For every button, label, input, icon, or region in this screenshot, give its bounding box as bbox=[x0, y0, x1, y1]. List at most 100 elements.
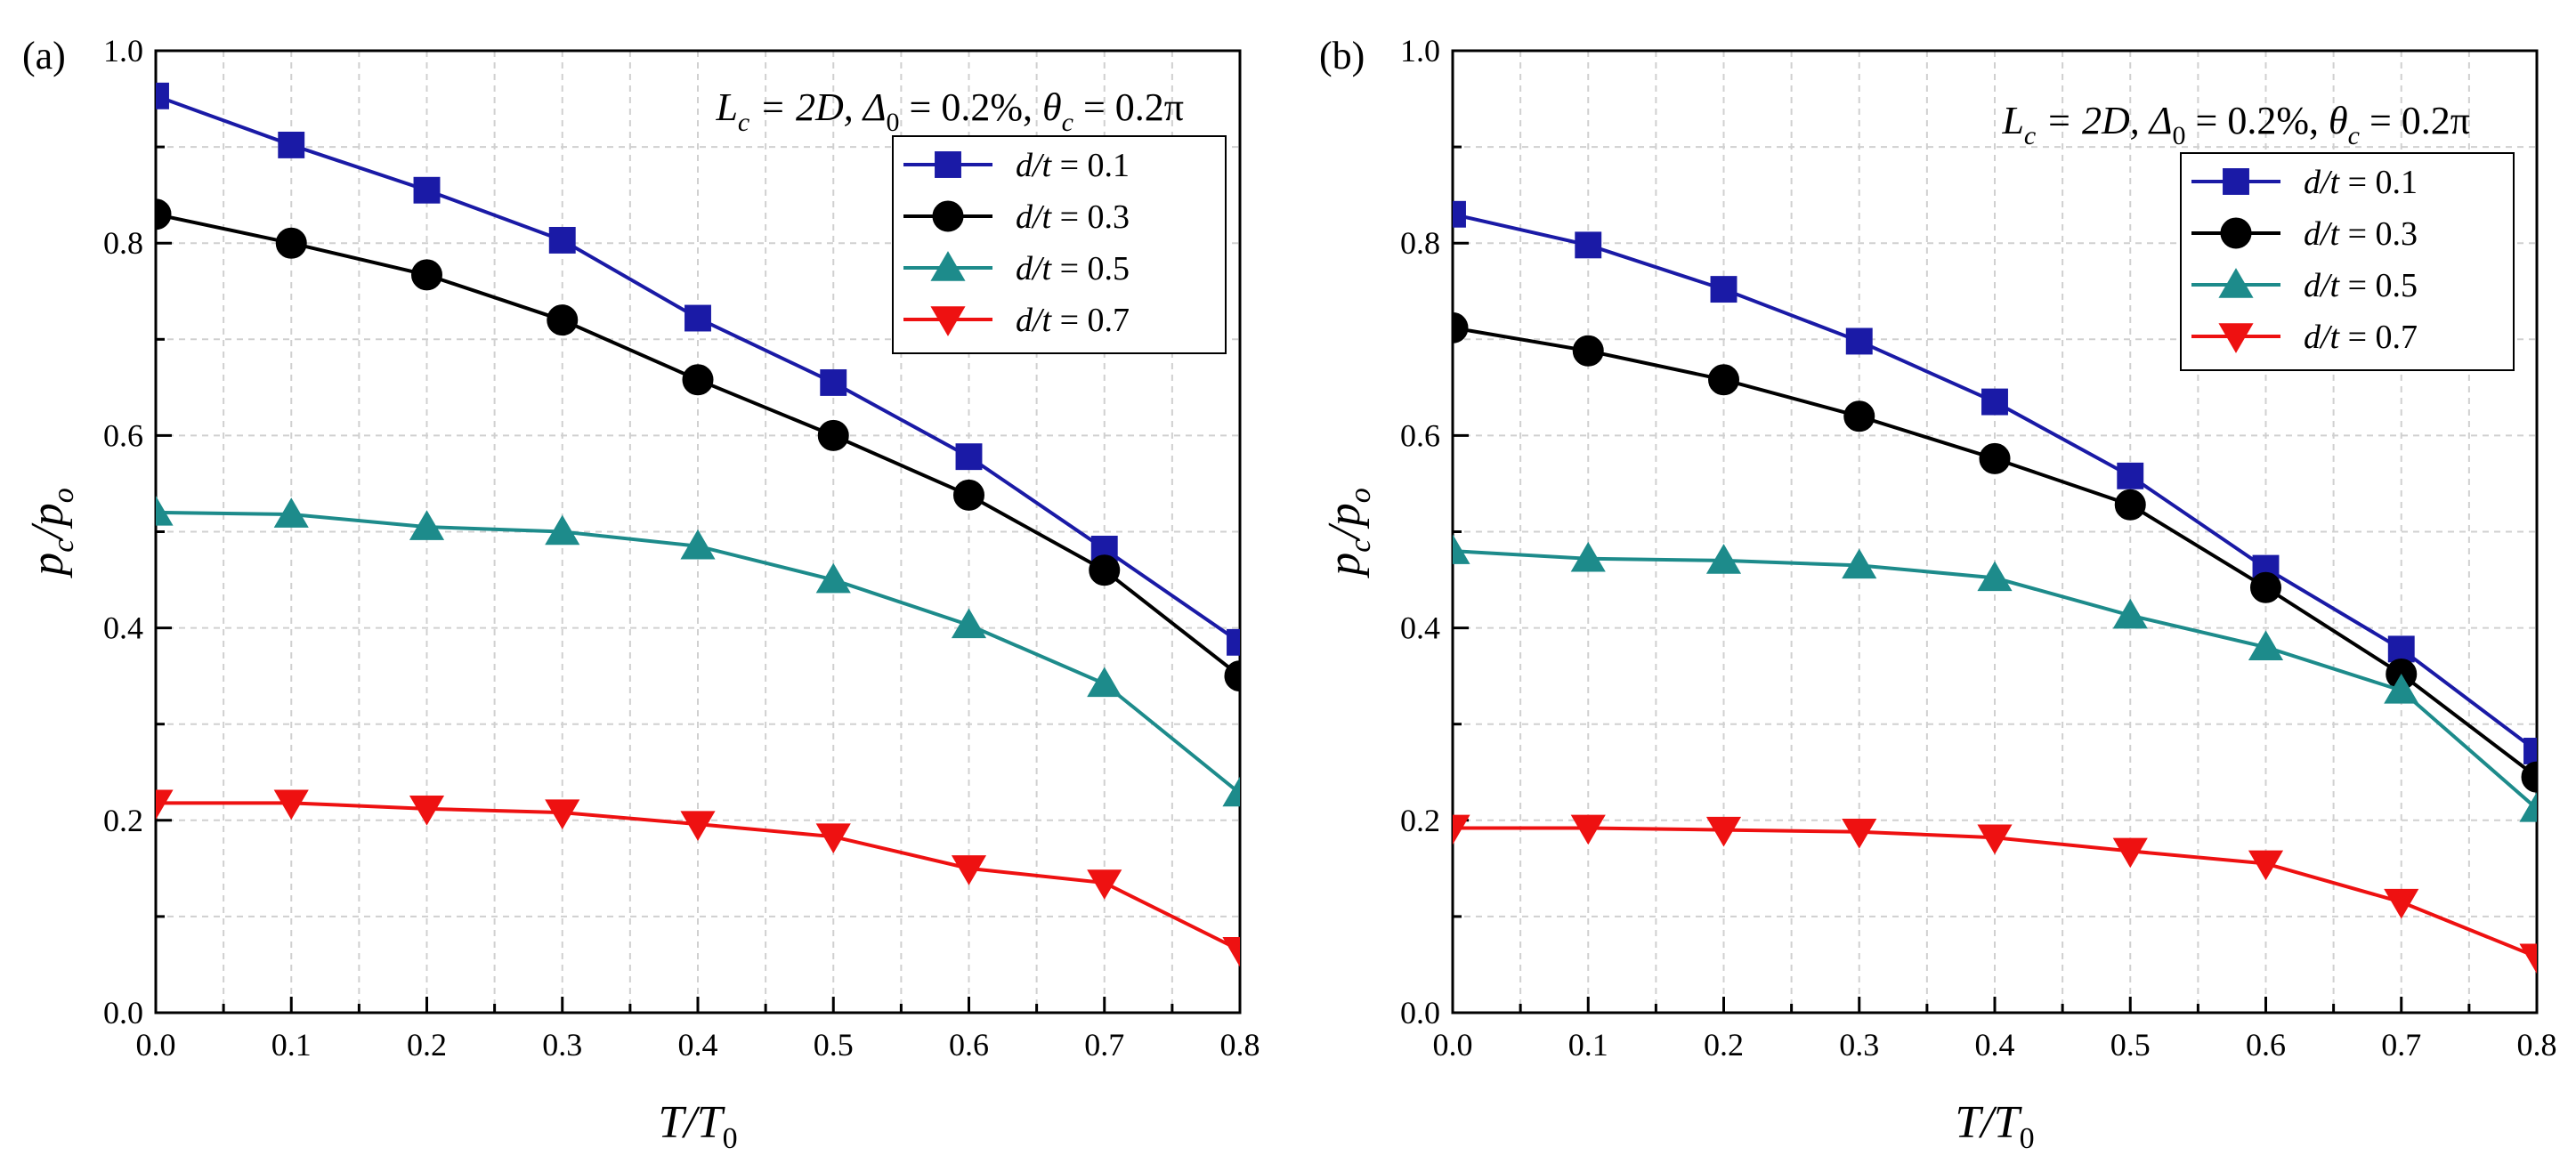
y-tick-label: 0.4 bbox=[103, 610, 143, 646]
x-tick-label: 0.4 bbox=[1975, 1027, 2015, 1063]
data-point bbox=[156, 496, 174, 526]
panel-label: (b) bbox=[1319, 34, 1365, 77]
data-point bbox=[682, 364, 714, 396]
parameter-annotation: Lc = 2D, Δ0 = 0.2%, θc = 0.2π bbox=[715, 85, 1184, 137]
data-point bbox=[1089, 554, 1121, 586]
legend-item: d/t = 0.5 bbox=[903, 250, 1130, 287]
ticks bbox=[154, 49, 1242, 1014]
data-point bbox=[413, 176, 441, 204]
data-point bbox=[273, 789, 309, 820]
legend-item: d/t = 0.3 bbox=[2191, 215, 2418, 253]
x-tick-label: 0.0 bbox=[136, 1027, 176, 1063]
data-point bbox=[1570, 541, 1606, 572]
legend-item: d/t = 0.1 bbox=[2191, 164, 2418, 201]
x-tick-label: 0.2 bbox=[407, 1027, 447, 1063]
data-point bbox=[685, 304, 711, 332]
data-point bbox=[2248, 850, 2284, 881]
data-point bbox=[156, 198, 172, 230]
data-point bbox=[1977, 561, 2013, 592]
chart-panel-a: 0.0 0.1 0.2 0.3 0.4 0.5 0.6 0.7 0.8 0.0 0.2 0.4 0.6 0… bbox=[22, 33, 1260, 1155]
x-tick-label: 0.1 bbox=[271, 1027, 312, 1063]
legend-marker bbox=[932, 200, 964, 232]
y-tick-label: 0.6 bbox=[1400, 417, 1440, 453]
legend-marker bbox=[930, 251, 966, 281]
legend-marker bbox=[2218, 268, 2254, 298]
data-point bbox=[815, 823, 851, 854]
data-point bbox=[2384, 674, 2419, 704]
x-tick-label: 0.4 bbox=[678, 1027, 718, 1063]
y-tick-label: 0.6 bbox=[103, 417, 143, 453]
y-tick-label: 1.0 bbox=[1400, 33, 1440, 69]
x-tick-label: 0.5 bbox=[2110, 1027, 2151, 1063]
data-point bbox=[1087, 869, 1122, 900]
series-d-t-0-3 bbox=[1453, 311, 2537, 793]
data-point bbox=[955, 443, 983, 471]
y-axis-label: pc/po bbox=[1319, 488, 1377, 579]
parameter-annotation: Lc = 2D, Δ0 = 0.2%, θc = 0.2π bbox=[2001, 99, 2470, 150]
y-tick-label: 0.0 bbox=[1400, 995, 1440, 1031]
data-point bbox=[411, 259, 442, 291]
data-point bbox=[951, 855, 987, 885]
legend-marker bbox=[2220, 217, 2252, 249]
data-point bbox=[409, 510, 445, 540]
data-point bbox=[953, 479, 984, 511]
data-point bbox=[2523, 738, 2537, 764]
x-tick-label: 0.8 bbox=[1220, 1027, 1260, 1063]
legend-marker bbox=[2223, 168, 2249, 195]
data-point bbox=[547, 304, 579, 336]
legend-label: d/t = 0.5 bbox=[2304, 267, 2418, 304]
y-tick-label: 0.4 bbox=[1400, 610, 1440, 646]
data-point bbox=[1710, 276, 1738, 303]
x-tick-label: 0.1 bbox=[1568, 1027, 1608, 1063]
data-point bbox=[156, 82, 169, 109]
x-tick-label: 0.0 bbox=[1433, 1027, 1473, 1063]
data-point bbox=[815, 562, 851, 594]
legend-item: d/t = 0.3 bbox=[903, 198, 1130, 236]
data-point bbox=[1572, 335, 1604, 367]
series-d-t-0-1 bbox=[156, 82, 1240, 656]
series-d-t-0-5 bbox=[156, 496, 1240, 807]
series-d-t-0-7 bbox=[156, 789, 1240, 967]
data-point bbox=[1453, 311, 1469, 344]
data-point bbox=[2114, 489, 2146, 521]
data-point bbox=[1570, 814, 1606, 845]
x-tick-label: 0.6 bbox=[2246, 1027, 2286, 1063]
x-tick-label: 0.7 bbox=[2381, 1027, 2421, 1063]
y-axis-label: pc/po bbox=[22, 488, 80, 579]
data-point bbox=[1705, 544, 1742, 574]
data-point bbox=[680, 811, 716, 841]
x-tick-label: 0.6 bbox=[949, 1027, 989, 1063]
x-tick-label: 0.3 bbox=[1839, 1027, 1879, 1063]
x-tick-label: 0.8 bbox=[2517, 1027, 2557, 1063]
x-axis-label: T/T0 bbox=[658, 1097, 737, 1155]
data-point bbox=[1222, 936, 1240, 967]
data-point bbox=[2117, 462, 2144, 489]
legend-label: d/t = 0.1 bbox=[1016, 147, 1130, 184]
data-point bbox=[1453, 200, 1466, 228]
legend-label: d/t = 0.3 bbox=[1016, 198, 1130, 236]
series-d-t-0-1 bbox=[1453, 200, 2537, 764]
legend: d/t = 0.1 d/t = 0.3 d/t = 0.5 d/t = 0.7 bbox=[2180, 152, 2515, 371]
data-point bbox=[278, 131, 305, 158]
series-d-t-0-7 bbox=[1453, 814, 2537, 974]
data-point bbox=[951, 608, 987, 639]
data-point bbox=[680, 529, 716, 560]
legend-marker bbox=[935, 151, 961, 178]
legend-item: d/t = 0.5 bbox=[2191, 267, 2418, 304]
legend: d/t = 0.1 d/t = 0.3 d/t = 0.5 d/t = 0.7 bbox=[892, 135, 1227, 354]
legend-label: d/t = 0.5 bbox=[1016, 250, 1130, 287]
data-point bbox=[1222, 776, 1240, 807]
data-point bbox=[2387, 635, 2415, 663]
data-point bbox=[275, 227, 307, 259]
series-group bbox=[1453, 200, 2537, 974]
data-point bbox=[548, 227, 576, 254]
series-d-t-0-3 bbox=[156, 198, 1240, 692]
data-point bbox=[2384, 888, 2419, 919]
data-point bbox=[1843, 400, 1875, 432]
ticks bbox=[1451, 49, 2539, 1014]
data-point bbox=[1705, 816, 1742, 847]
data-point bbox=[2521, 761, 2537, 793]
data-point bbox=[1224, 660, 1240, 692]
data-point bbox=[1453, 534, 1470, 564]
legend-label: d/t = 0.1 bbox=[2304, 164, 2418, 201]
